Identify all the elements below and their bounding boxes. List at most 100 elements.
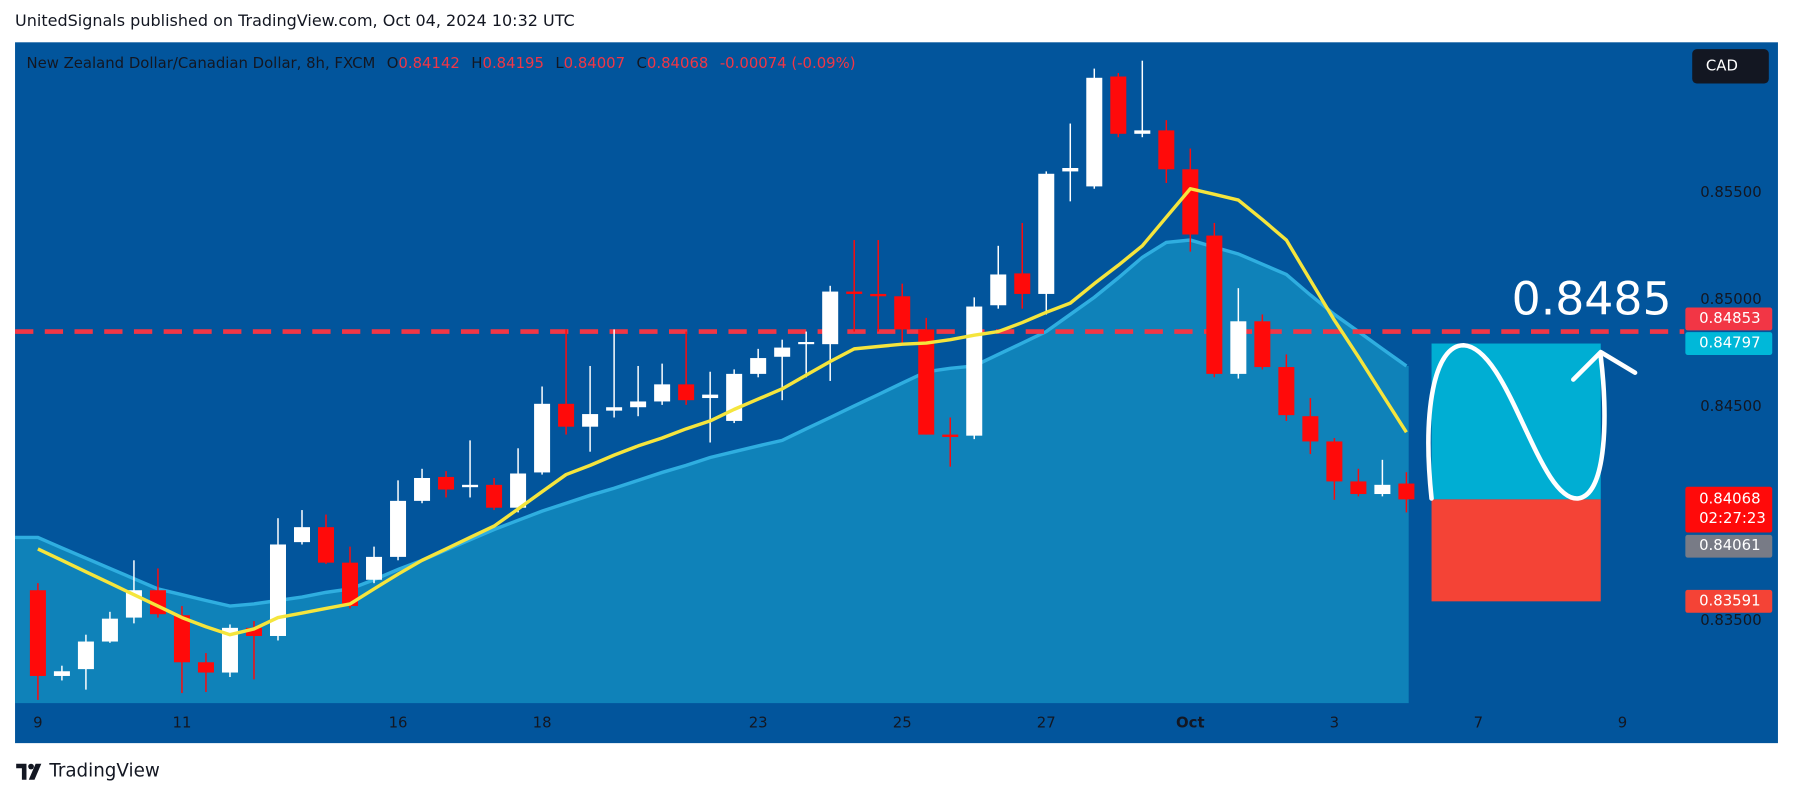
candle-body bbox=[1182, 169, 1199, 235]
level-price-label: 0.84853 bbox=[1699, 309, 1760, 327]
candle-body bbox=[870, 293, 887, 297]
x-tick-label: Oct bbox=[1176, 714, 1205, 732]
candle-body bbox=[774, 347, 791, 357]
legend-change: -0.00074 (-0.09%) bbox=[720, 54, 856, 72]
candle-body bbox=[221, 627, 238, 673]
candle-body bbox=[1350, 481, 1367, 495]
candle-body bbox=[1374, 484, 1391, 495]
candle-body bbox=[77, 641, 94, 670]
candle-body bbox=[846, 291, 863, 294]
brand-name: TradingView bbox=[48, 761, 160, 782]
stop-price-label: 0.83591 bbox=[1699, 591, 1760, 609]
candle-body bbox=[318, 527, 335, 563]
legend-key: O bbox=[387, 54, 399, 72]
legend-close: 0.84068 bbox=[647, 54, 708, 72]
candle-body bbox=[630, 401, 647, 408]
plot-layer: 0.8485 0.83500 0.84500 0.85000 0.85500 9 11 16 1… bbox=[15, 60, 1773, 732]
x-tick-label: 18 bbox=[533, 714, 552, 732]
legend-open: 0.84142 bbox=[398, 54, 459, 72]
candle-body bbox=[510, 473, 527, 508]
brand-logo bbox=[16, 763, 42, 780]
bar-countdown: 02:27:23 bbox=[1699, 509, 1766, 527]
candle-body bbox=[894, 296, 911, 330]
ma-line bbox=[37, 187, 1408, 637]
candle-body bbox=[1230, 321, 1247, 374]
candle-body bbox=[822, 291, 839, 345]
candle-body bbox=[1110, 76, 1127, 134]
logo-mark bbox=[28, 763, 34, 770]
candle-body bbox=[654, 384, 671, 402]
candle-body bbox=[1206, 235, 1223, 374]
legend-high: 0.84195 bbox=[482, 54, 543, 72]
y-tick-label: 0.83500 bbox=[1700, 611, 1761, 629]
legend-key: H bbox=[471, 54, 482, 72]
publisher-header: UnitedSignals published on TradingView.c… bbox=[15, 11, 575, 30]
logo-mark bbox=[28, 763, 42, 780]
candle-body bbox=[798, 342, 815, 345]
candle-body bbox=[966, 306, 983, 436]
band-area bbox=[15, 240, 1409, 704]
candle-body bbox=[269, 544, 286, 636]
candle-body bbox=[29, 590, 46, 676]
x-tick-label: 9 bbox=[1618, 714, 1627, 732]
candle-body bbox=[702, 394, 719, 399]
candle-body bbox=[197, 662, 214, 673]
legend-key: L bbox=[555, 54, 564, 72]
candle-body bbox=[1326, 441, 1343, 482]
x-tick-label: 23 bbox=[749, 714, 768, 732]
candle-body bbox=[534, 403, 551, 473]
y-tick-label: 0.85000 bbox=[1700, 290, 1761, 308]
x-tick-label: 9 bbox=[33, 714, 42, 732]
candle-body bbox=[990, 274, 1007, 306]
stop-price-tag-bg bbox=[1685, 589, 1773, 613]
candle-body bbox=[462, 484, 479, 488]
x-tick-label: 7 bbox=[1474, 714, 1483, 732]
stop-zone bbox=[1431, 499, 1601, 602]
candle-body bbox=[1134, 130, 1151, 134]
candle-body bbox=[678, 384, 695, 401]
candle-body bbox=[1254, 321, 1271, 368]
candle-body bbox=[1086, 77, 1103, 187]
candle-body bbox=[1302, 416, 1319, 442]
currency-button-bg[interactable] bbox=[1692, 49, 1769, 84]
x-tick-label: 16 bbox=[389, 714, 408, 732]
currency-label[interactable]: CAD bbox=[1706, 56, 1738, 74]
candle-body bbox=[438, 476, 455, 490]
legend-low: 0.84007 bbox=[564, 54, 625, 72]
candle-body bbox=[750, 358, 767, 374]
logo-mark bbox=[16, 763, 27, 780]
candle-body bbox=[942, 434, 959, 437]
candle-body bbox=[1278, 367, 1295, 416]
currency-button[interactable]: CAD bbox=[1692, 49, 1769, 84]
candle-body bbox=[173, 615, 190, 663]
legend-key: C bbox=[637, 54, 647, 72]
candle-body bbox=[1398, 483, 1415, 500]
candle-body bbox=[1158, 130, 1175, 170]
y-tick-label: 0.85500 bbox=[1700, 183, 1761, 201]
projection-curve bbox=[1426, 342, 1607, 501]
x-tick-label: 3 bbox=[1330, 714, 1339, 732]
level-annotation: 0.8485 bbox=[1512, 272, 1672, 325]
legend: New Zealand Dollar/Canadian Dollar, 8h, … bbox=[26, 54, 855, 72]
candle-body bbox=[1062, 168, 1079, 172]
last-price-label: 0.84068 bbox=[1699, 489, 1760, 507]
candle-body bbox=[414, 477, 431, 501]
x-tick-label: 27 bbox=[1037, 714, 1056, 732]
candle-body bbox=[918, 329, 935, 435]
candle-body bbox=[390, 500, 407, 557]
second-price-tag-bg bbox=[1685, 534, 1773, 558]
x-tick-label: 11 bbox=[172, 714, 191, 732]
candle-body bbox=[1038, 173, 1055, 294]
candle-body bbox=[342, 562, 359, 607]
target-price-tag-bg bbox=[1685, 332, 1773, 355]
level-price-tag-bg bbox=[1685, 307, 1773, 331]
second-price-label: 0.84061 bbox=[1699, 536, 1760, 554]
symbol: New Zealand Dollar/Canadian Dollar, 8h, … bbox=[26, 54, 375, 72]
candle-body bbox=[53, 671, 70, 676]
x-tick-label: 25 bbox=[893, 714, 912, 732]
candle-body bbox=[606, 407, 623, 411]
candle-body bbox=[293, 527, 311, 543]
y-tick-label: 0.84500 bbox=[1700, 397, 1761, 415]
